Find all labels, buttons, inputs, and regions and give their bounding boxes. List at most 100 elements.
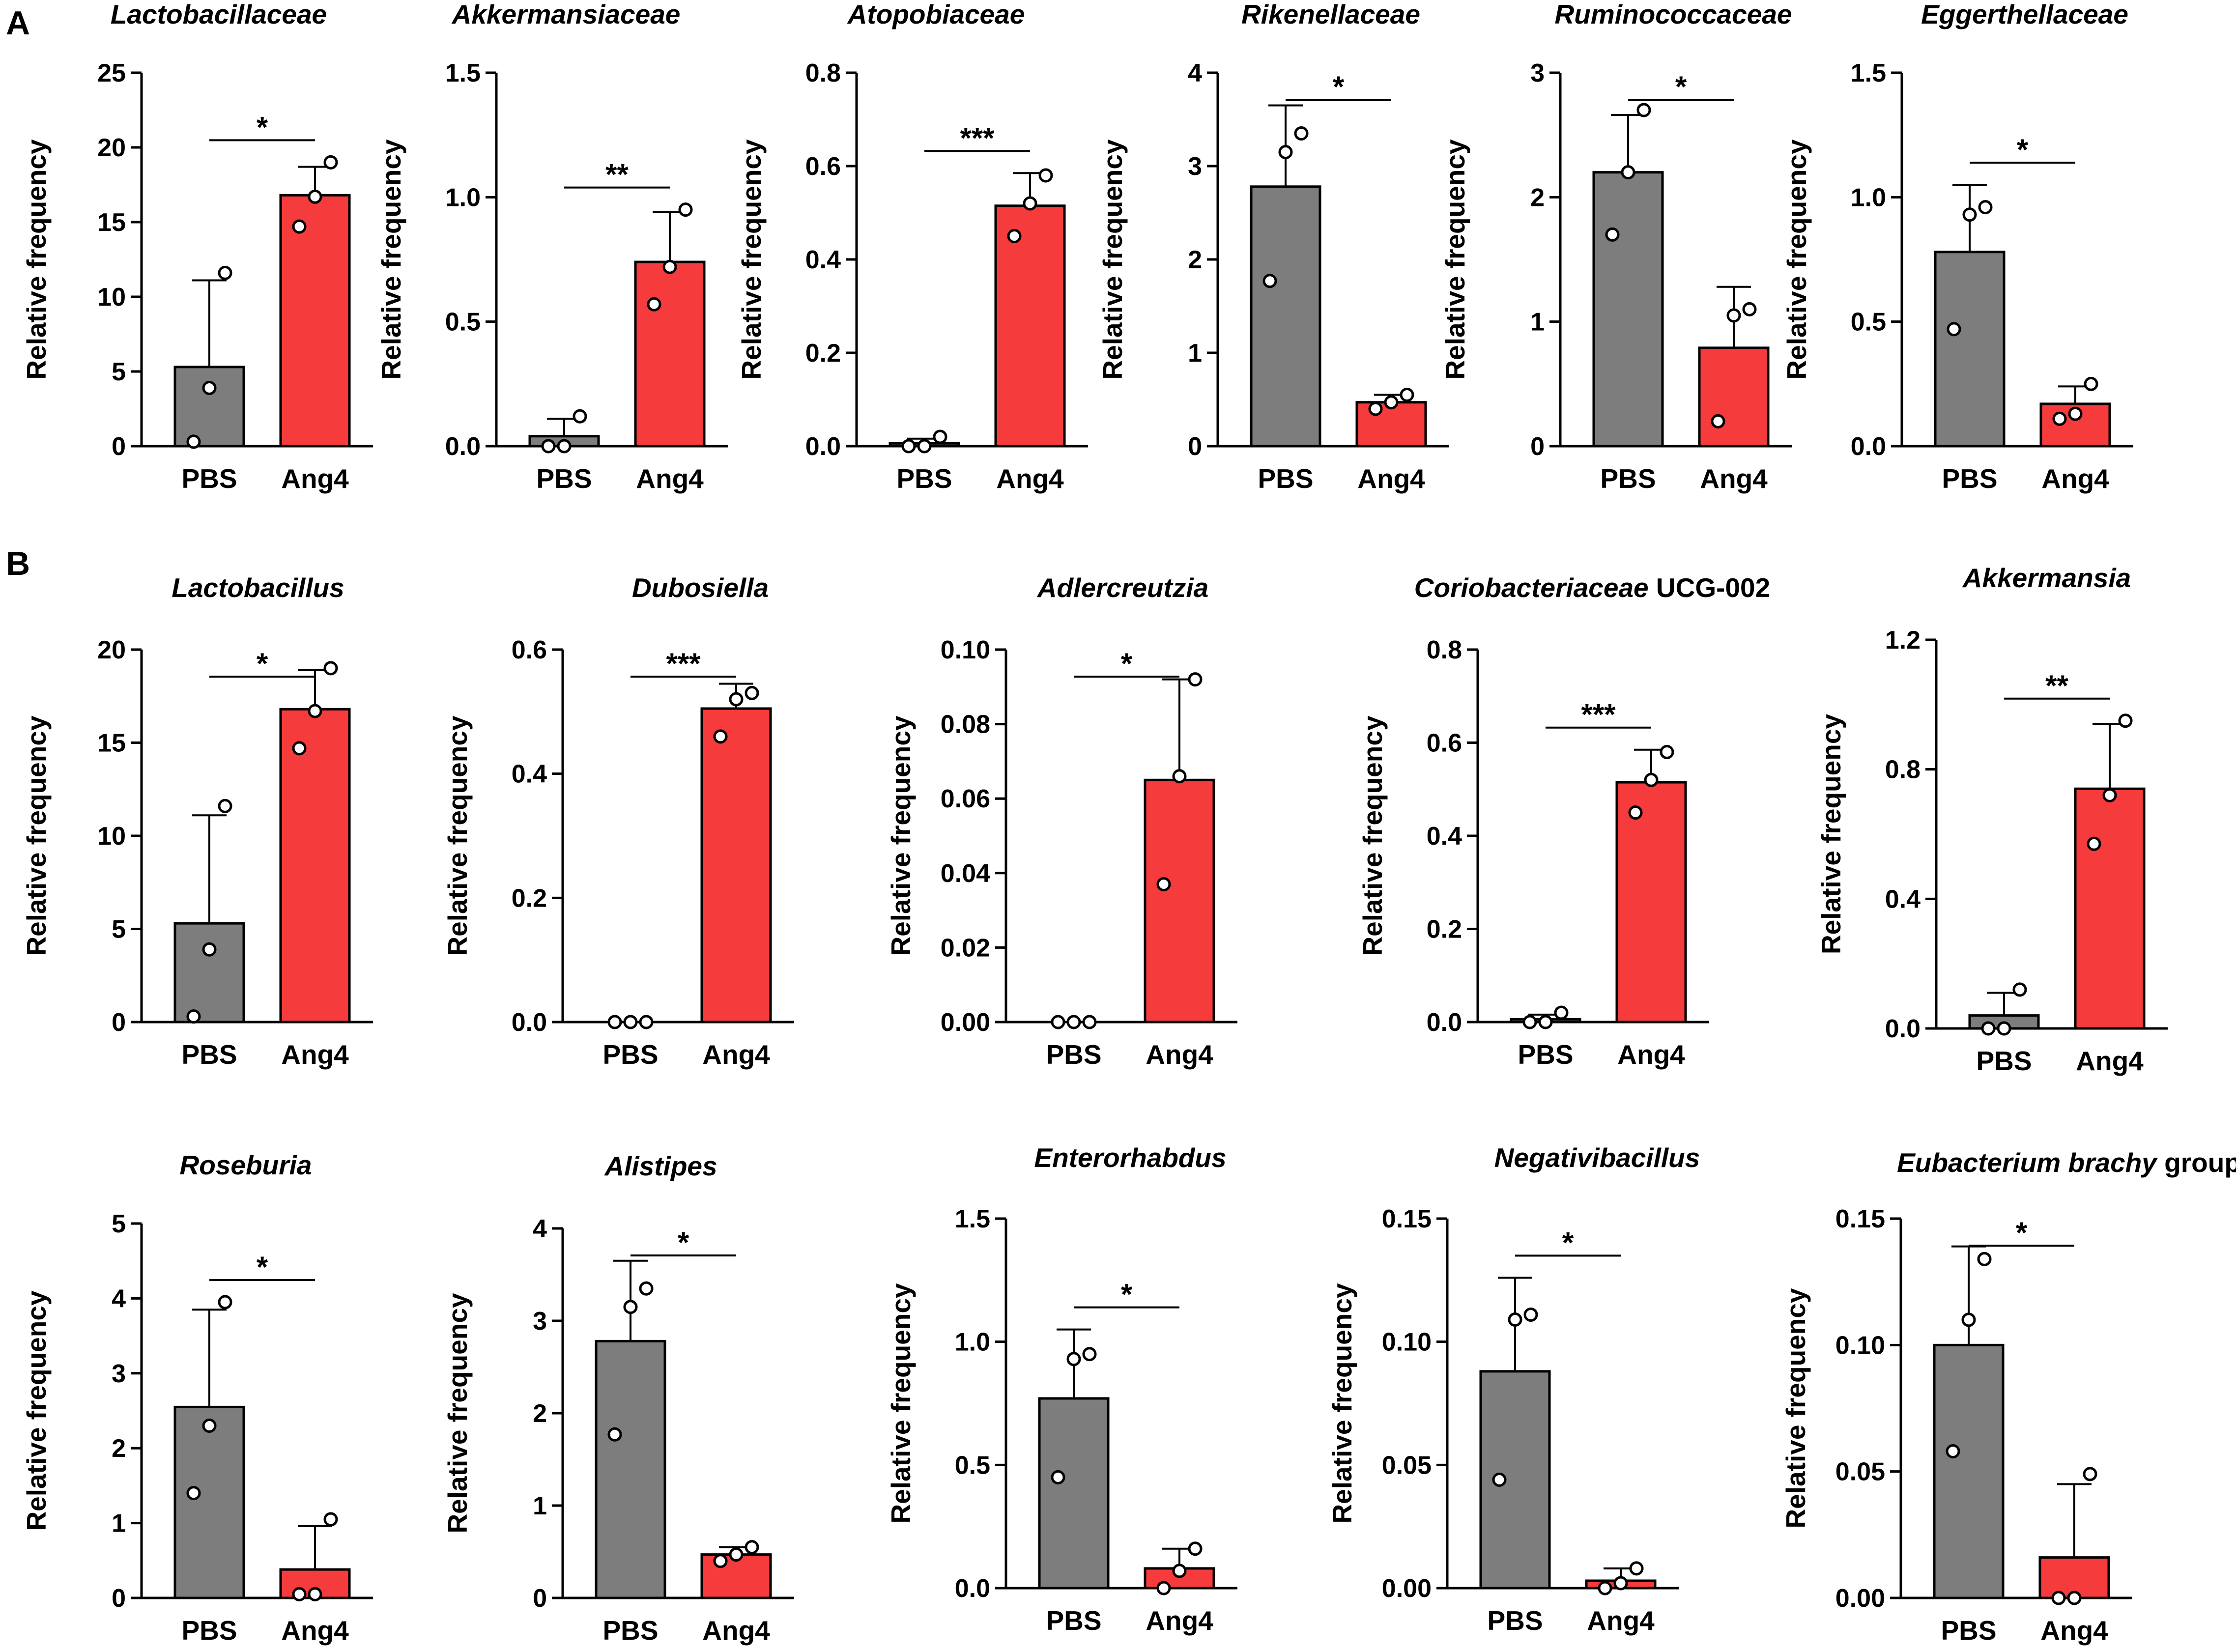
- chart-11: Roseburia Relative frequency 0 1 2 3 4 5 PBS Ang4…: [21, 1150, 373, 1646]
- y-tick-label: 0.8: [1427, 636, 1462, 664]
- data-point: [1007, 229, 1022, 243]
- y-tick-label: 5: [112, 358, 126, 386]
- significance-label: *: [2017, 133, 2029, 166]
- data-point: [917, 439, 932, 454]
- data-point: [1644, 772, 1659, 787]
- y-axis-label: Relative frequency: [21, 1290, 52, 1531]
- bar-ang4: [700, 1553, 772, 1599]
- bar-ang4: [634, 260, 706, 448]
- y-tick-label: 0.0: [1851, 432, 1886, 461]
- data-point: [2051, 1591, 2066, 1605]
- data-point: [1522, 1015, 1537, 1029]
- y-tick-label: 0.00: [941, 1008, 990, 1037]
- y-tick-label: 1.0: [445, 183, 481, 212]
- significance-label: **: [2045, 669, 2068, 702]
- y-tick-label: 1: [112, 1510, 126, 1538]
- x-category-label: Ang4: [2076, 1046, 2144, 1076]
- y-axis-label: Relative frequency: [886, 715, 916, 956]
- y-tick-label: 1.5: [955, 1205, 990, 1233]
- data-point: [323, 1512, 338, 1527]
- bar-ang4: [1698, 346, 1770, 448]
- significance-label: *: [1121, 1278, 1133, 1311]
- y-tick-label: 15: [97, 729, 126, 758]
- chart-title-taxon: Akkermansia: [1962, 563, 2131, 593]
- y-tick-label: 0: [112, 1008, 126, 1037]
- y-axis-label: Relative frequency: [376, 139, 406, 380]
- y-tick-label: 1.2: [1885, 626, 1921, 655]
- y-tick-label: 0: [112, 432, 126, 461]
- chart-title-taxon: Atopobiaceae: [847, 0, 1025, 29]
- chart-title-taxon: Eggerthellaceae: [1921, 0, 2128, 29]
- x-category-label: PBS: [1046, 1605, 1101, 1636]
- data-point: [292, 219, 307, 234]
- chart-4: Ruminococcaceae Relative frequency 0 1 2 3 PBS…: [1440, 0, 1792, 494]
- x-category-label: PBS: [1046, 1039, 1101, 1070]
- y-tick-label: 1.0: [955, 1328, 990, 1357]
- x-category-label: PBS: [602, 1039, 658, 1070]
- chart-title-taxon: Roseburia: [180, 1150, 312, 1180]
- data-point: [729, 692, 744, 707]
- y-tick-label: 4: [1188, 59, 1202, 87]
- significance-label: **: [605, 158, 629, 191]
- chart-12: Alistipes Relative frequency 0 1 2 3 4 PBS Ang4 *: [442, 1151, 794, 1646]
- data-point: [323, 155, 338, 170]
- y-tick-label: 25: [97, 59, 126, 87]
- x-category-label: PBS: [896, 463, 952, 494]
- data-point: [308, 1587, 322, 1601]
- y-tick-label: 0.2: [512, 884, 547, 912]
- chart-title: Roseburia: [180, 1150, 312, 1180]
- y-tick-label: 0.0: [1427, 1008, 1462, 1037]
- chart-title: Lactobacillus: [172, 572, 344, 603]
- x-category-label: Ang4: [636, 463, 704, 494]
- data-point: [1742, 302, 1757, 316]
- y-tick-label: 0.0: [512, 1008, 547, 1037]
- y-tick-label: 0.6: [1427, 729, 1462, 758]
- data-point: [1172, 1564, 1187, 1578]
- x-category-label: PBS: [602, 1615, 658, 1646]
- chart-title-suffix: group: [2157, 1147, 2236, 1178]
- data-point: [1997, 1021, 2011, 1036]
- x-category-label: Ang4: [702, 1039, 770, 1070]
- significance-label: *: [1562, 1226, 1574, 1259]
- data-point: [202, 380, 217, 395]
- x-category-label: Ang4: [281, 1039, 349, 1070]
- bar-ang4: [1144, 778, 1215, 1024]
- x-category-label: PBS: [1258, 463, 1313, 494]
- x-category-label: Ang4: [1700, 463, 1768, 494]
- chart-title-taxon: Dubosiella: [632, 572, 769, 603]
- chart-6: Lactobacillus Relative frequency 0 5 10 15 20 P…: [21, 572, 373, 1070]
- data-point: [713, 729, 728, 744]
- data-point: [186, 434, 201, 449]
- data-point: [623, 1300, 638, 1314]
- x-category-label: PBS: [1600, 463, 1656, 494]
- chart-2: Atopobiaceae Relative frequency 0.0 0.2 0.4 0…: [736, 0, 1088, 494]
- y-tick-label: 0.05: [1835, 1458, 1885, 1486]
- y-tick-label: 0.08: [941, 711, 990, 739]
- chart-title: Atopobiaceae: [847, 0, 1025, 29]
- x-category-label: PBS: [181, 1039, 237, 1070]
- y-tick-label: 0.8: [1885, 756, 1921, 784]
- bar-pbs: [1933, 1343, 2005, 1599]
- bar-pbs: [1592, 171, 1664, 448]
- data-point: [639, 1015, 654, 1029]
- x-category-label: Ang4: [1357, 463, 1425, 494]
- y-tick-label: 2: [1530, 183, 1545, 212]
- data-point: [1051, 1015, 1065, 1029]
- data-point: [1538, 1015, 1553, 1029]
- x-category-label: Ang4: [281, 1615, 349, 1646]
- y-tick-label: 0.6: [512, 636, 547, 664]
- y-axis-label: Relative frequency: [442, 715, 473, 956]
- y-tick-label: 0.00: [1382, 1574, 1432, 1603]
- y-axis-label: Relative frequency: [1781, 139, 1812, 380]
- data-point: [218, 798, 232, 813]
- data-point: [607, 1427, 622, 1442]
- data-point: [647, 297, 661, 312]
- data-point: [1981, 1021, 1996, 1036]
- data-point: [186, 1009, 201, 1024]
- y-tick-label: 5: [112, 915, 126, 944]
- y-tick-label: 0.05: [1382, 1451, 1432, 1480]
- data-point: [1621, 165, 1635, 180]
- y-tick-label: 1.5: [1851, 59, 1886, 87]
- y-tick-label: 0.02: [941, 934, 990, 962]
- bar-ang4: [2074, 787, 2146, 1030]
